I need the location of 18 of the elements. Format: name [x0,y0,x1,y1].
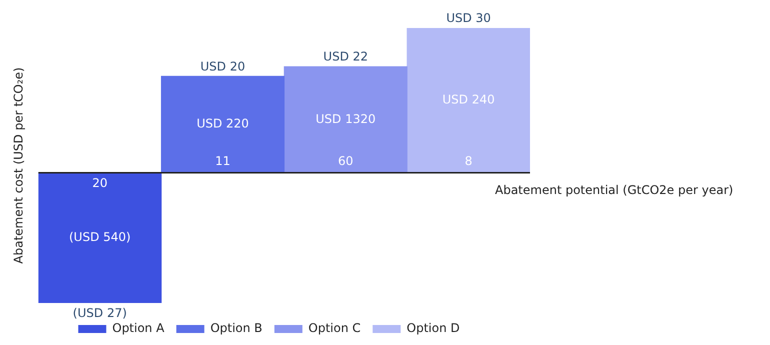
legend-label: Option D [406,321,460,336]
x-tick-label: 60 [338,154,354,168]
annotation: USD 240 [442,92,495,106]
legend-label: Option B [210,321,262,336]
annotation: USD 1320 [316,112,376,126]
data-label: USD 22 [323,50,368,64]
annotation: USD 220 [196,116,249,131]
x-axis-title: Abatement potential (GtCO2e per year) [495,182,734,197]
data-label: (USD 27) [72,306,127,320]
legend-label: Option A [112,321,166,336]
legend-label: Option C [308,321,361,336]
x-tick-label: 11 [215,154,230,168]
x-tick-label: 20 [92,176,108,190]
x-tick-label: 8 [464,154,472,168]
data-label: USD 30 [446,11,491,26]
data-label: USD 20 [200,59,246,74]
annotation: (USD 540) [68,230,131,244]
y-axis-title: Abatement cost (USD per tCO₂e) [11,67,26,264]
